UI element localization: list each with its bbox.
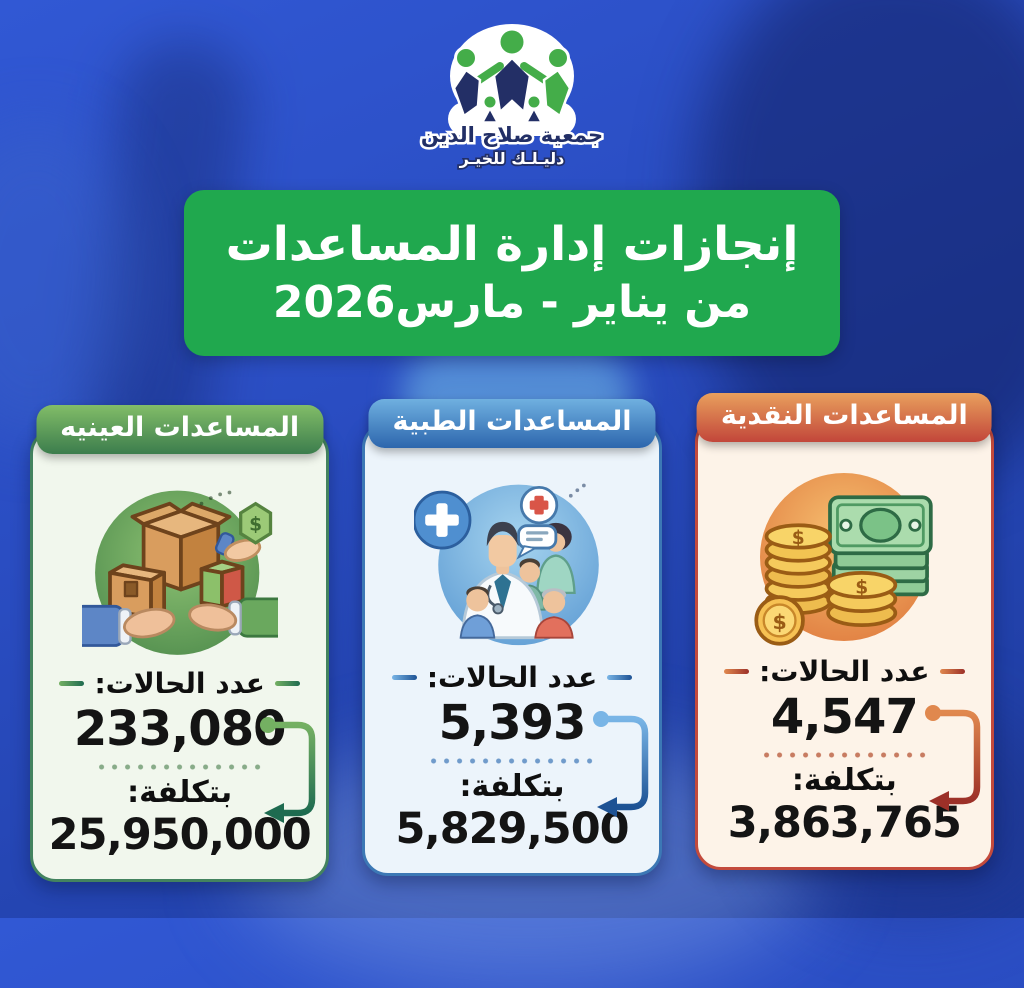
dollar-glyph: $ [773,610,787,634]
card-medical-aid: المساعدات الطبية [362,399,662,876]
page-title: إنجازات إدارة المساعدات [225,216,799,272]
cases-label-row: عدد الحالات: [371,661,652,694]
card-stats: عدد الحالات: 4,547 بتكلفة: 3,863,765 [698,651,991,867]
doctor-with-family-icon [365,425,658,657]
card-title: المساعدات الطبية [392,406,632,437]
logo-tagline: دليـلـك للخيـر [459,149,565,168]
boxes-handover-icon: $ [33,431,326,663]
card-title: المساعدات العينيه [60,412,300,443]
cost-value: 25,950,000 [48,810,312,861]
cases-label: عدد الحالات: [759,655,930,688]
title-banner: إنجازات إدارة المساعدات من يناير - مارس2… [184,190,840,356]
cases-to-cost-arrow-icon [592,711,648,817]
people-community-icon: جمعية صلاح الدين دليـلـك للخيـر [418,24,606,170]
dotted-divider [430,757,594,764]
card-inkind-aid-badge: المساعدات العينيه [36,405,324,455]
cases-label: عدد الحالات: [426,661,598,694]
cases-to-cost-arrow-icon [260,717,316,823]
cost-value: 5,829,500 [395,804,629,855]
card-title: المساعدات النقدية [720,400,968,431]
cases-label: عدد الحالات: [94,667,265,700]
page-period: من يناير - مارس2026 [272,276,752,328]
cases-value: 4,547 [770,689,919,745]
background-glow [0,120,140,440]
decor-dash [939,669,965,674]
card-stats: عدد الحالات: 233,080 بتكلفة: 25,950,000 [33,663,326,879]
card-cash-aid: المساعدات النقدية [694,393,994,870]
cases-label-row: عدد الحالات: [704,655,985,688]
decor-dash [724,669,750,674]
card-inkind-aid: المساعدات العينيه [30,405,330,882]
speech-bubble-text-icon [517,524,558,550]
dollar-glyph: $ [856,577,869,598]
cases-value: 233,080 [73,701,287,757]
dollar-glyph: $ [249,515,262,536]
cost-label: بتكلفة: [127,774,233,810]
card-stats: عدد الحالات: 5,393 بتكلفة: 5,829,500 [365,657,658,873]
organization-logo: جمعية صلاح الدين دليـلـك للخيـر [412,14,612,172]
cases-to-cost-arrow-icon [925,705,981,811]
card-cash-aid-badge: المساعدات النقدية [696,393,992,443]
coins-and-banknotes-icon: $ $ $ [698,419,991,651]
decor-dash [274,681,300,686]
price-tag-icon [238,501,272,545]
card-medical-aid-badge: المساعدات الطبية [368,399,656,449]
decor-dash [607,675,633,680]
logo-org-name: جمعية صلاح الدين [421,123,603,147]
cost-value: 3,863,765 [727,798,962,849]
dotted-divider [762,751,926,758]
stat-cards-row: المساعدات النقدية [30,393,994,882]
cases-value: 5,393 [438,695,587,751]
cases-label-row: عدد الحالات: [39,667,320,700]
dotted-divider [98,763,262,770]
decor-dash [59,681,85,686]
dollar-glyph: $ [792,528,805,549]
decor-dash [391,675,417,680]
cost-label: بتكلفة: [459,768,565,804]
cost-label: بتكلفة: [791,762,897,798]
